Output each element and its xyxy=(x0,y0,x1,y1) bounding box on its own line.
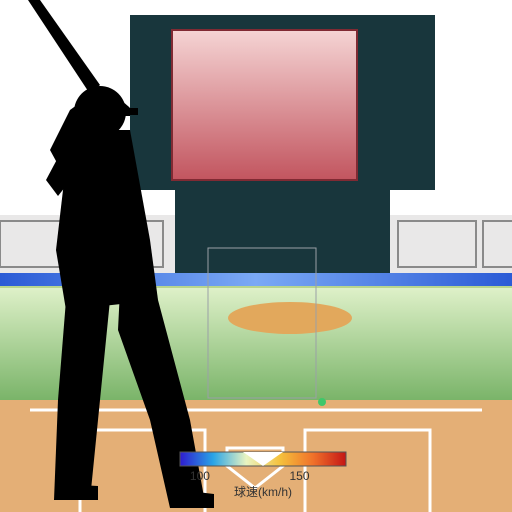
pitch-marker xyxy=(318,398,326,406)
speed-tick-label: 150 xyxy=(290,469,310,483)
batter-eye xyxy=(175,215,390,273)
pitchers-mound xyxy=(228,302,352,334)
pitch-location-chart: 100 150 球速(km/h) xyxy=(0,0,512,512)
speed-tick-label: 100 xyxy=(190,469,210,483)
speed-axis-label: 球速(km/h) xyxy=(234,485,292,499)
scoreboard-screen xyxy=(172,30,357,180)
